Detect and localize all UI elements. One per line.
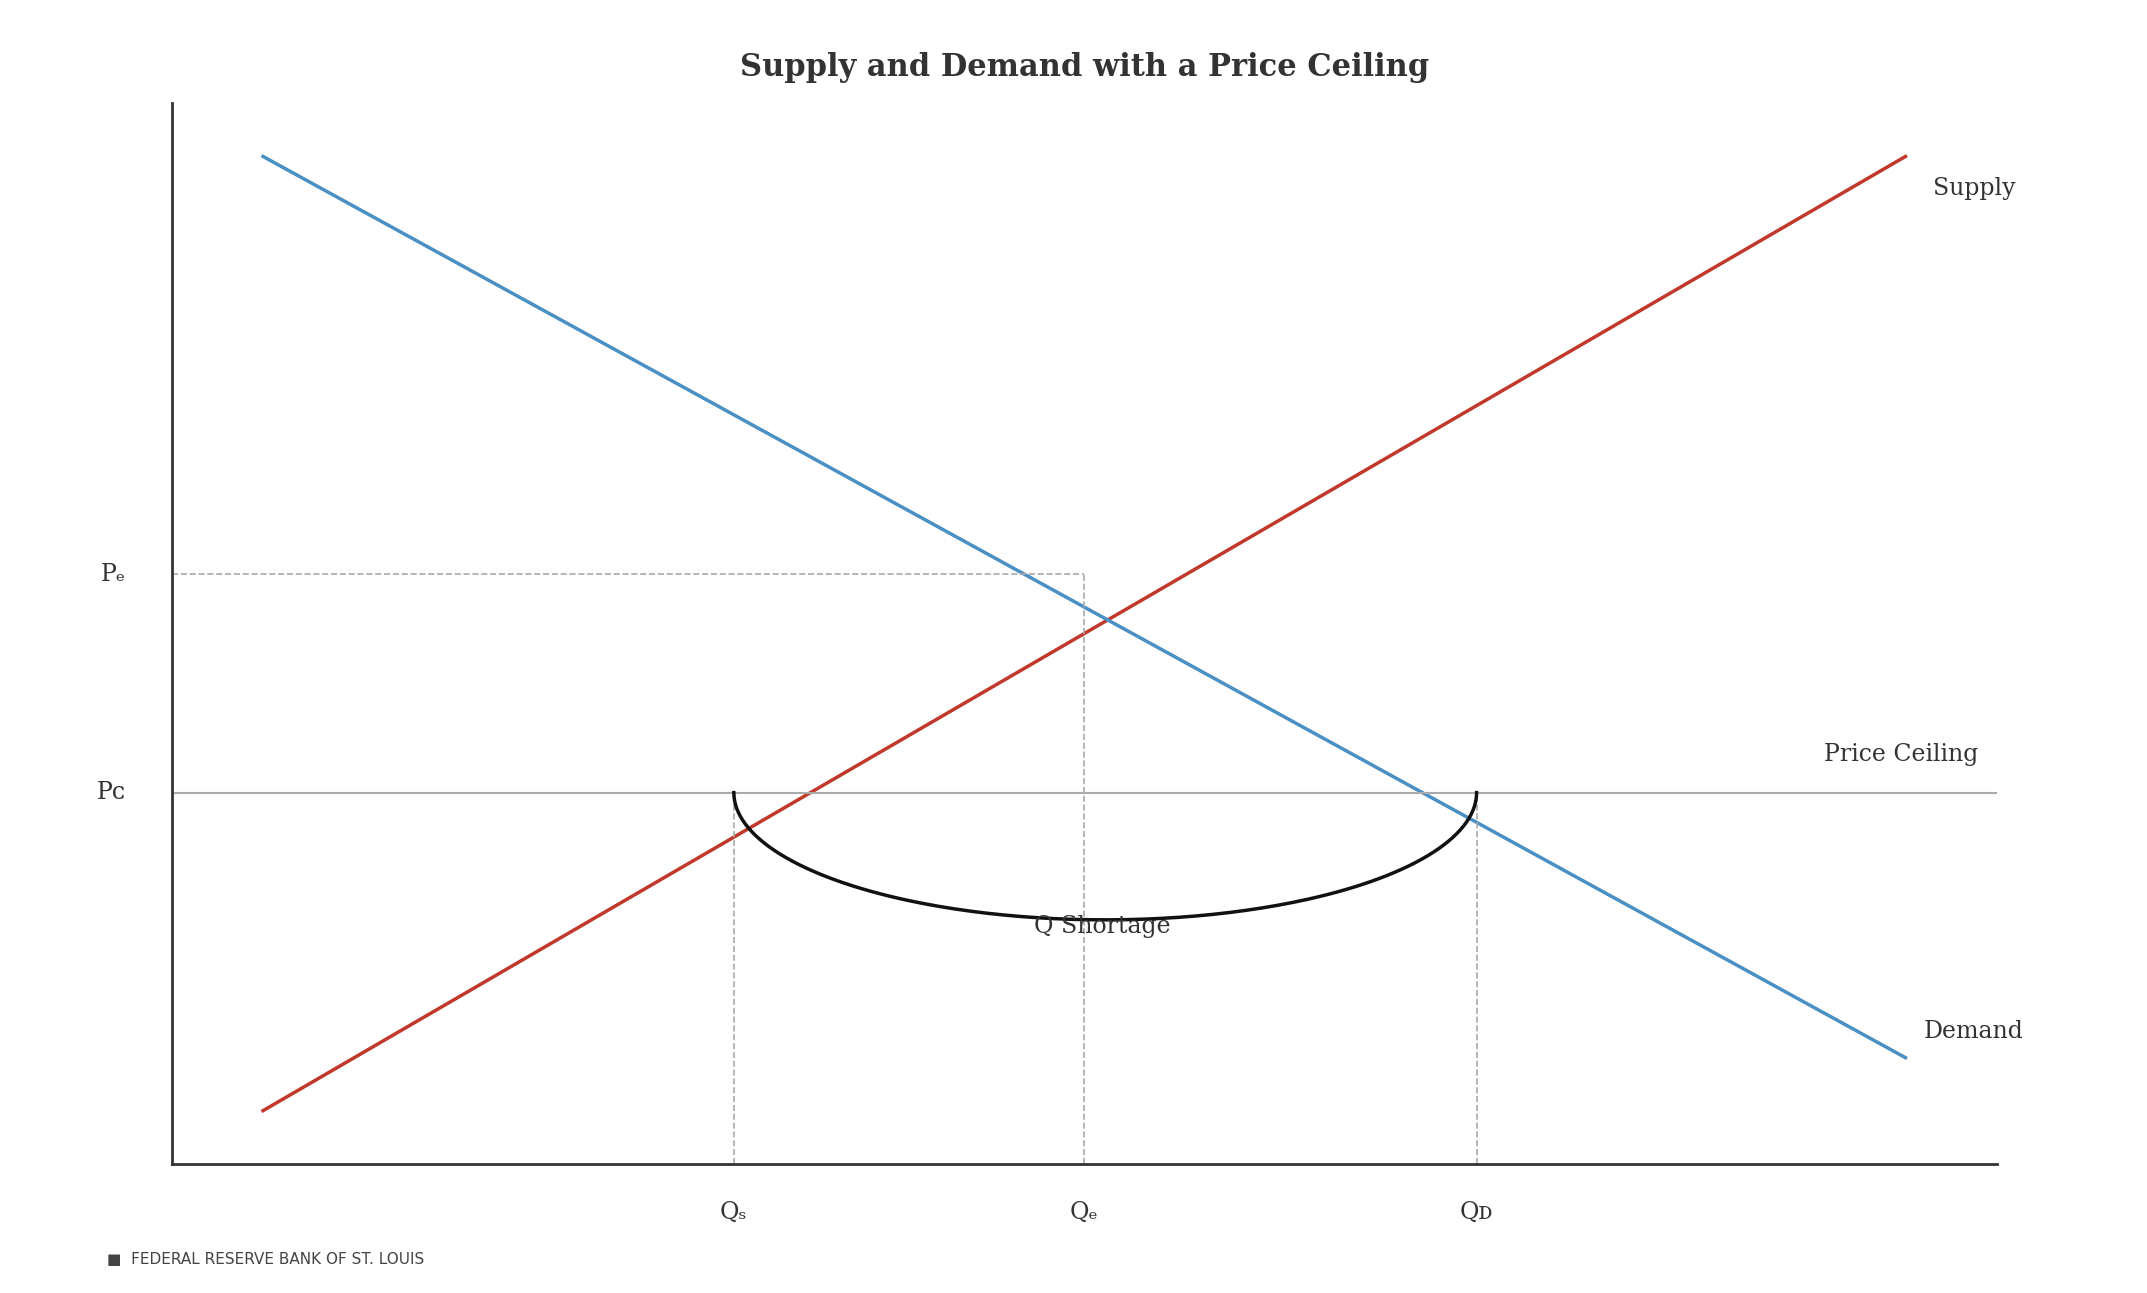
Text: Qᴅ: Qᴅ (1460, 1201, 1494, 1223)
Text: Price Ceiling: Price Ceiling (1825, 743, 1980, 765)
Text: ■  FEDERAL RESERVE BANK OF ST. LOUIS: ■ FEDERAL RESERVE BANK OF ST. LOUIS (107, 1252, 425, 1267)
Text: Supply: Supply (1932, 177, 2016, 199)
Text: Pᴄ: Pᴄ (97, 781, 127, 804)
Text: Demand: Demand (1924, 1020, 2025, 1042)
Text: Qₑ: Qₑ (1069, 1201, 1099, 1223)
Text: Q Shortage: Q Shortage (1035, 914, 1170, 937)
Title: Supply and Demand with a Price Ceiling: Supply and Demand with a Price Ceiling (739, 52, 1430, 83)
Text: Qₛ: Qₛ (719, 1201, 747, 1223)
Text: Pₑ: Pₑ (101, 562, 127, 586)
